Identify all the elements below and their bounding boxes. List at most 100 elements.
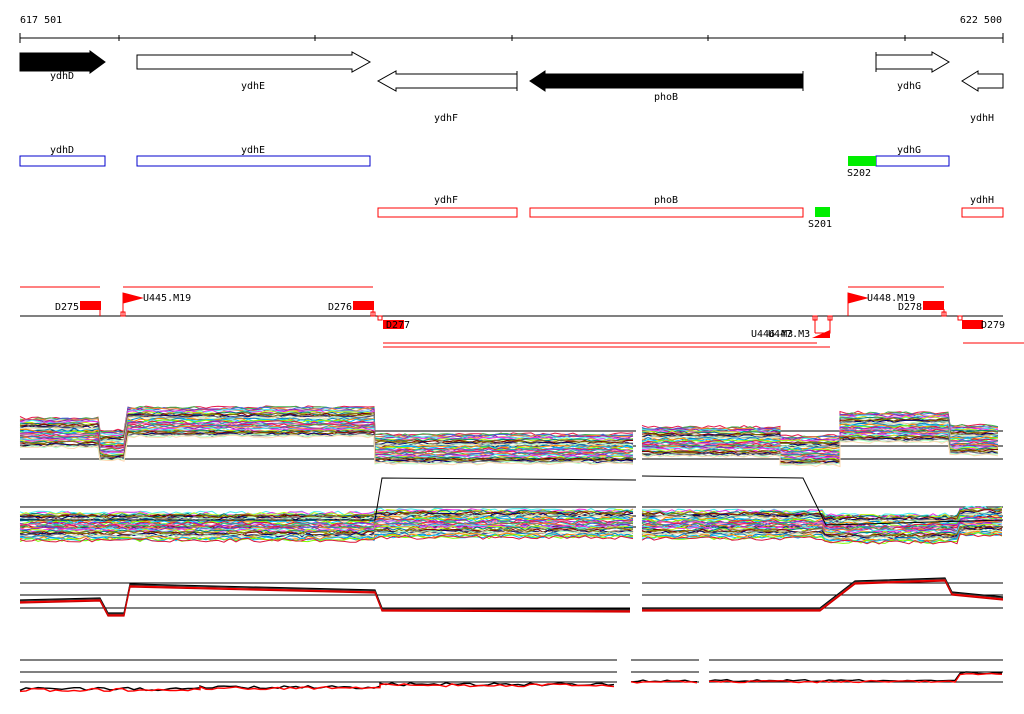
panel2-trace-left — [19, 533, 634, 542]
rev-box-ydhf[interactable] — [377, 207, 518, 218]
panel2-trace-left — [19, 513, 634, 522]
gene-arrow-phob[interactable] — [529, 70, 804, 92]
marker-label-u447: U447.M3 — [768, 329, 810, 340]
panel1-trace-left — [19, 406, 634, 438]
marker-label-d276: D276 — [328, 302, 352, 313]
panel2-trace-left — [19, 527, 634, 536]
gene-arrow-ydhe[interactable] — [136, 51, 372, 73]
panel2-trace-left — [19, 511, 634, 520]
gene-track: ydhD ydhE ydhF phoB ydhG ydhH — [19, 50, 1004, 124]
fwd-label-ydhd: ydhD — [50, 145, 74, 156]
marker-track: D275 D276 D277 D278 D279 U445.M19 U448.M… — [20, 286, 1024, 348]
ruler — [19, 33, 1004, 43]
panel2-trace-left — [19, 532, 634, 541]
panel1-trace-right — [641, 427, 999, 456]
rev-label-ydhf: ydhF — [434, 195, 458, 206]
panel2-trace-right — [641, 516, 1003, 529]
panel1-trace-right — [641, 440, 999, 468]
fwd-box-ydhd[interactable] — [19, 155, 106, 167]
panel2-trace-high-left — [20, 477, 637, 521]
panel1-trace-left — [19, 413, 634, 445]
panel2-trace-right — [641, 529, 1003, 542]
site-box-s202[interactable] — [848, 156, 876, 166]
marker-label-u445: U445.M19 — [143, 293, 191, 304]
gene-label-ydhf: ydhF — [434, 113, 458, 124]
gene-label-ydhh: ydhH — [970, 113, 994, 124]
gene-label-phob: phoB — [654, 92, 678, 103]
fwd-label-ydhe: ydhE — [241, 145, 265, 156]
gene-arrow-ydhg[interactable] — [875, 51, 950, 73]
panel4-trace-c — [708, 671, 1003, 683]
panel4-trace-c — [708, 672, 1003, 684]
marker-d278[interactable] — [923, 301, 944, 310]
panel2-trace-left — [19, 534, 634, 543]
marker-label-d275: D275 — [55, 302, 79, 313]
forward-feature-track: ydhD ydhE ydhG S202 — [19, 145, 950, 179]
panel4-trace-a — [19, 683, 615, 693]
panel2-trace-left — [19, 515, 634, 524]
panel2-trace-high-right — [641, 475, 1004, 526]
expression-panel-1 — [19, 405, 1003, 468]
panel3-trace-right — [642, 580, 1004, 612]
panel1-trace-left — [19, 424, 634, 456]
expression-panel-4 — [19, 659, 1003, 693]
rev-box-phob[interactable] — [529, 207, 804, 218]
panel1-trace-left — [19, 428, 634, 460]
panel3-trace-right — [642, 579, 1004, 611]
panel2-trace-left — [19, 508, 634, 517]
fwd-box-ydhg[interactable] — [875, 155, 950, 167]
panel3-trace-left — [19, 585, 631, 616]
panel2-trace-right — [641, 527, 1003, 539]
fwd-label-ydhg: ydhG — [897, 145, 921, 156]
expression-panel-2 — [19, 475, 1004, 545]
rev-label-ydhh: ydhH — [970, 195, 994, 206]
panel1-trace-left — [19, 408, 634, 440]
panel2-trace-right — [641, 532, 1003, 545]
panel1-trace-left — [19, 414, 634, 446]
panel1-trace-left — [19, 434, 634, 466]
panel2-trace-right — [641, 532, 1003, 544]
gene-arrow-ydhh[interactable] — [961, 70, 1004, 92]
panel3-trace-left — [19, 584, 631, 615]
panel2-trace-left — [19, 526, 634, 535]
marker-label-d277: D277 — [386, 320, 410, 331]
marker-d277[interactable] — [383, 320, 404, 329]
coord-end: 622 500 — [960, 15, 1002, 26]
marker-d275[interactable] — [80, 301, 101, 310]
marker-d279[interactable] — [962, 320, 983, 329]
panel2-trace-left — [19, 534, 634, 543]
rev-label-phob: phoB — [654, 195, 678, 206]
gene-arrow-ydhd[interactable] — [19, 50, 106, 74]
gene-label-ydhd: ydhD — [50, 71, 74, 82]
site-label-s201: S201 — [808, 219, 832, 230]
marker-label-d278: D278 — [898, 302, 922, 313]
marker-label-d279: D279 — [981, 320, 1005, 331]
reverse-feature-track: ydhF phoB ydhH S201 — [377, 195, 1004, 230]
fwd-box-ydhe[interactable] — [136, 155, 371, 167]
gene-label-ydhe: ydhE — [241, 81, 265, 92]
gene-arrow-ydhf[interactable] — [376, 70, 518, 92]
panel1-trace-left — [19, 432, 634, 464]
marker-d276[interactable] — [353, 301, 374, 310]
panel1-trace-left — [19, 427, 634, 459]
panel3-trace-left — [19, 586, 631, 617]
gene-label-ydhg: ydhG — [897, 81, 921, 92]
panel3-trace-left — [19, 583, 631, 614]
panel1-trace-left — [19, 426, 634, 458]
panel2-trace-left — [19, 527, 634, 536]
panel2-trace-left — [19, 522, 634, 531]
site-label-s202: S202 — [847, 168, 871, 179]
panel4-trace-b — [630, 679, 698, 683]
rev-box-ydhh[interactable] — [961, 207, 1004, 218]
marker-label-u446: U446.M3 — [751, 329, 793, 340]
panel3-trace-right — [642, 578, 1004, 610]
panel4-trace-b — [630, 680, 698, 684]
panel2-trace-right — [641, 507, 1003, 519]
site-box-s201[interactable] — [815, 207, 830, 217]
panel1-trace-right — [641, 434, 999, 462]
panel3-trace-right — [642, 577, 1004, 609]
panel1-trace-left — [19, 417, 634, 449]
marker-label-u448: U448.M19 — [867, 293, 915, 304]
coord-start: 617 501 — [20, 15, 62, 26]
